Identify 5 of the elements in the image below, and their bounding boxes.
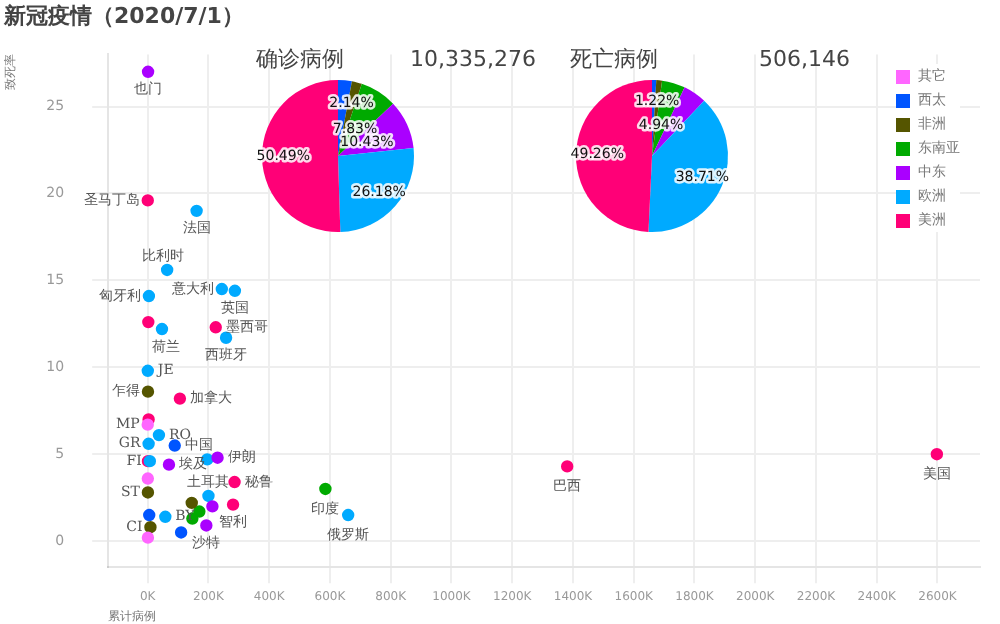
chart-title: 死亡病例 bbox=[570, 44, 658, 76]
chart-title: 确诊病例 bbox=[256, 44, 344, 76]
annotation: 10,335,276 bbox=[410, 44, 536, 76]
annotation: 506,146 bbox=[759, 44, 850, 76]
chart-title: 新冠疫情（2020/7/1） bbox=[2, 2, 244, 29]
